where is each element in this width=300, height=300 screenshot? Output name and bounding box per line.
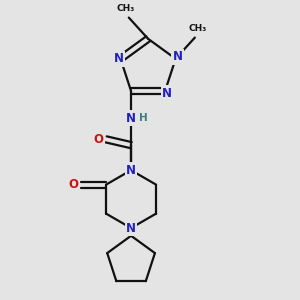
Text: O: O xyxy=(93,133,103,146)
Text: H: H xyxy=(139,113,148,123)
Text: N: N xyxy=(126,164,136,177)
Text: O: O xyxy=(68,178,78,191)
Text: N: N xyxy=(114,52,124,65)
Text: N: N xyxy=(126,222,136,235)
Text: CH₃: CH₃ xyxy=(117,4,135,13)
Text: N: N xyxy=(162,86,172,100)
Text: N: N xyxy=(126,164,136,177)
Text: CH₃: CH₃ xyxy=(189,24,207,33)
Text: N: N xyxy=(126,112,136,124)
Text: N: N xyxy=(172,50,182,63)
